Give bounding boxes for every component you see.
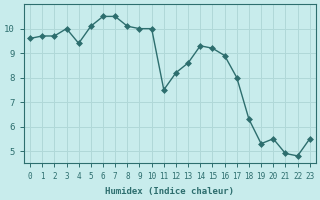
X-axis label: Humidex (Indice chaleur): Humidex (Indice chaleur): [105, 187, 234, 196]
